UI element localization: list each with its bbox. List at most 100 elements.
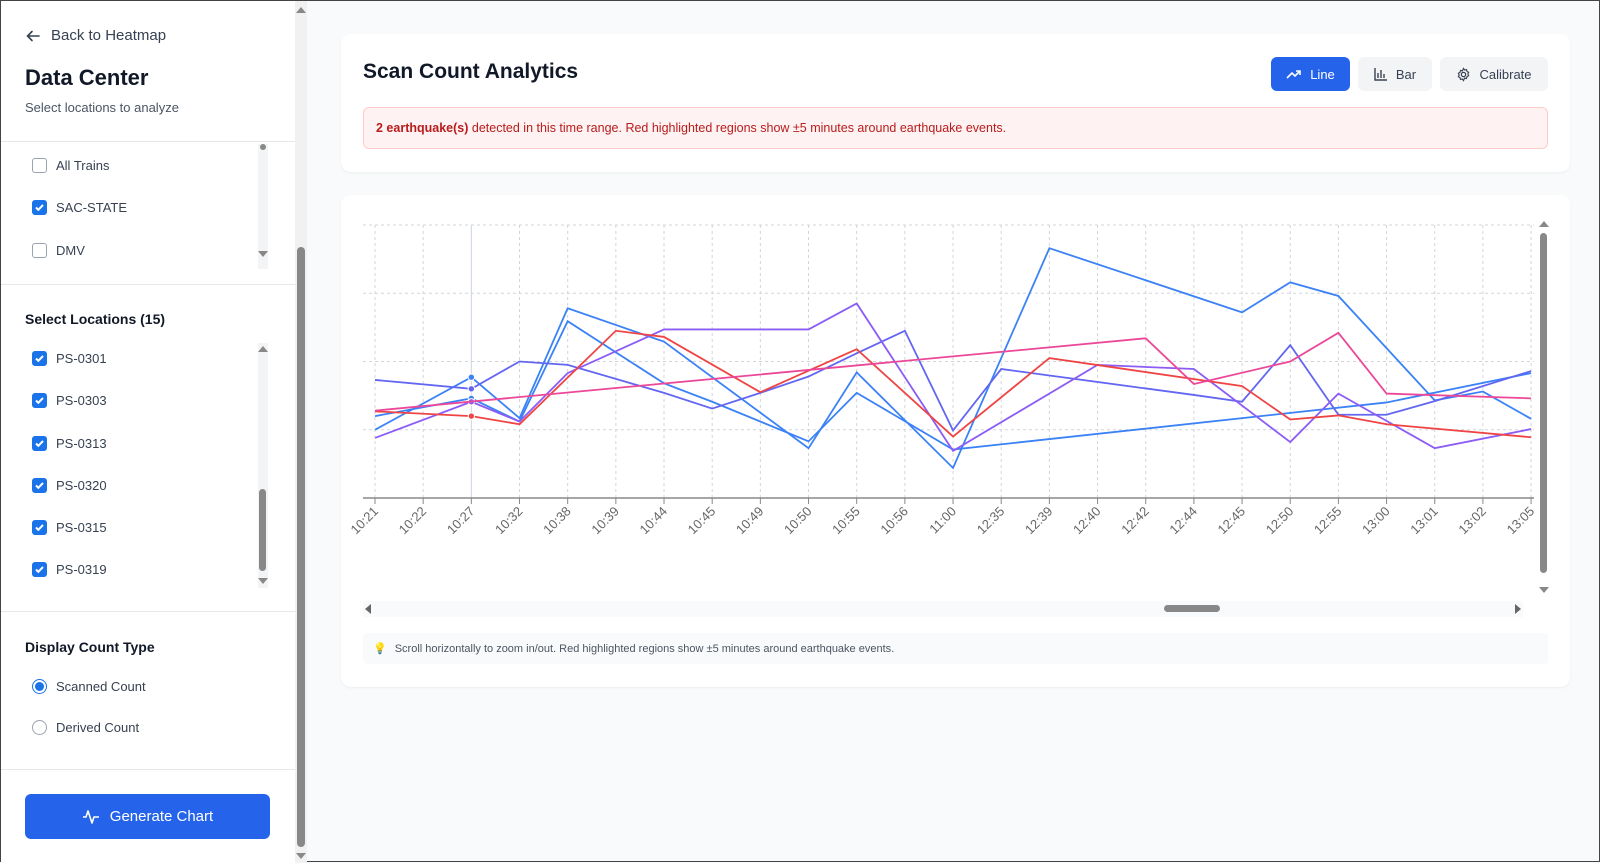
- checkbox-dmv[interactable]: DMV: [32, 243, 85, 258]
- series-line-2: [374, 319, 1532, 451]
- checkbox-box[interactable]: [32, 158, 47, 173]
- checkbox-label: PS-0301: [56, 351, 107, 366]
- x-tick-label: 10:39: [588, 504, 622, 538]
- x-tick-label: 13:01: [1407, 504, 1441, 538]
- divider: [1, 284, 295, 285]
- alert-text: detected in this time range. Red highlig…: [468, 121, 1007, 135]
- hover-point: [467, 385, 476, 393]
- x-tick-label: 10:44: [637, 504, 671, 538]
- checkbox-box[interactable]: [32, 520, 47, 535]
- divider: [1, 611, 295, 612]
- sidebar-title: Data Center: [25, 65, 149, 90]
- train-list-scrollbar[interactable]: [258, 144, 268, 269]
- x-tick-label: 12:42: [1118, 504, 1152, 538]
- radio-scanned-count[interactable]: Scanned Count: [32, 679, 146, 694]
- scrollbar-thumb[interactable]: [1164, 605, 1220, 612]
- checkbox-ps-0315[interactable]: PS-0315: [32, 520, 107, 535]
- x-tick-label: 10:21: [348, 504, 382, 538]
- radio-button[interactable]: [32, 720, 47, 735]
- radio-button[interactable]: [32, 679, 47, 694]
- checkbox-ps-0320[interactable]: PS-0320: [32, 478, 107, 493]
- sidebar: Back to Heatmap Data Center Select locat…: [1, 1, 295, 863]
- checkbox-label: PS-0319: [56, 562, 107, 577]
- x-tick-label: 13:00: [1359, 504, 1393, 538]
- hover-point: [467, 412, 476, 420]
- checkbox-box[interactable]: [32, 393, 47, 408]
- chart-vertical-scrollbar[interactable]: [1538, 219, 1550, 595]
- checkbox-label: PS-0303: [56, 393, 107, 408]
- chart-hint: 💡 Scroll horizontally to zoom in/out. Re…: [363, 633, 1548, 664]
- checkbox-ps-0319[interactable]: PS-0319: [32, 562, 107, 577]
- chart-card: 10:21 10:22 10:27 10:32 10:38 10:39 10:44 10:45…: [341, 195, 1570, 687]
- x-tick-label: 12:55: [1311, 504, 1345, 538]
- checkbox-label: PS-0313: [56, 436, 107, 451]
- checkbox-box[interactable]: [32, 200, 47, 215]
- line-view-button[interactable]: Line: [1271, 57, 1350, 91]
- chart-horizontal-scrollbar[interactable]: [363, 601, 1523, 617]
- x-tick-label: 13:02: [1455, 504, 1489, 538]
- calibrate-button[interactable]: Calibrate: [1440, 57, 1548, 91]
- x-tick-label: 10:55: [829, 504, 863, 538]
- checkbox-sac-state[interactable]: SAC-STATE: [32, 200, 127, 215]
- hint-text: Scroll horizontally to zoom in/out. Red …: [394, 642, 895, 655]
- checkbox-ps-0313[interactable]: PS-0313: [32, 436, 107, 451]
- earthquake-alert: 2 earthquake(s) detected in this time ra…: [363, 107, 1548, 149]
- x-tick-label: 10:32: [492, 504, 526, 538]
- alert-count: 2 earthquake(s): [376, 121, 469, 135]
- x-tick-label: 10:27: [444, 504, 478, 538]
- series-line-6: [374, 331, 1532, 412]
- lightbulb-icon: 💡: [373, 643, 387, 655]
- checkbox-box[interactable]: [32, 351, 47, 366]
- bar-chart-icon: [1374, 68, 1387, 81]
- checkbox-label: PS-0320: [56, 478, 107, 493]
- sidebar-subtitle: Select locations to analyze: [25, 100, 179, 115]
- trending-up-icon: [1286, 70, 1302, 79]
- x-tick-label: 10:22: [396, 504, 430, 538]
- checkbox-box[interactable]: [32, 243, 47, 258]
- checkbox-box[interactable]: [32, 562, 47, 577]
- hover-point: [467, 373, 476, 381]
- x-tick-label: 12:45: [1215, 504, 1249, 538]
- checkbox-label: SAC-STATE: [56, 200, 128, 215]
- back-to-heatmap-link[interactable]: Back to Heatmap: [25, 27, 166, 44]
- x-tick-label: 12:40: [1070, 504, 1104, 538]
- location-list-scrollbar[interactable]: [258, 343, 268, 588]
- x-tick-label: 10:56: [877, 504, 911, 538]
- header-card: Scan Count Analytics Line Bar Calibrate …: [341, 34, 1570, 172]
- radio-label: Derived Count: [56, 720, 140, 735]
- radio-label: Scanned Count: [56, 679, 146, 694]
- checkbox-ps-0303[interactable]: PS-0303: [32, 393, 107, 408]
- line-chart[interactable]: 10:21 10:22 10:27 10:32 10:38 10:39 10:44 10:45…: [341, 195, 1570, 625]
- x-tick-label: 10:38: [540, 504, 574, 538]
- x-tick-label: 12:39: [1022, 504, 1056, 538]
- x-tick-label: 10:50: [781, 504, 815, 538]
- series-line-4: [374, 302, 1532, 453]
- gear-icon: [1458, 66, 1470, 82]
- locations-title: Select Locations (15): [25, 311, 166, 327]
- generate-chart-label: Generate Chart: [109, 808, 214, 825]
- sidebar-scrollbar[interactable]: [295, 1, 307, 863]
- x-tick-label: 10:49: [733, 504, 767, 538]
- back-label: Back to Heatmap: [51, 27, 167, 44]
- x-tick-label: 10:45: [685, 504, 719, 538]
- x-tick-label: 12:35: [974, 504, 1008, 538]
- bar-view-button[interactable]: Bar: [1358, 57, 1432, 91]
- count-type-title: Display Count Type: [25, 639, 155, 655]
- x-tick-label: 12:44: [1166, 504, 1200, 538]
- arrow-left-icon: [26, 30, 40, 41]
- checkbox-box[interactable]: [32, 478, 47, 493]
- series-line-1: [374, 247, 1532, 470]
- checkbox-ps-0301[interactable]: PS-0301: [32, 351, 107, 366]
- generate-chart-button[interactable]: Generate Chart: [25, 794, 270, 839]
- activity-icon: [82, 809, 99, 824]
- divider: [1, 769, 295, 770]
- line-label: Line: [1310, 66, 1335, 82]
- calibrate-label: Calibrate: [1479, 66, 1532, 82]
- checkbox-box[interactable]: [32, 436, 47, 451]
- radio-derived-count[interactable]: Derived Count: [32, 720, 139, 735]
- checkbox-all trains[interactable]: All Trains: [32, 158, 109, 173]
- checkbox-label: DMV: [56, 243, 85, 258]
- x-tick-label: 11:00: [926, 504, 959, 537]
- series-line-5: [374, 329, 1532, 439]
- bar-label: Bar: [1395, 66, 1417, 82]
